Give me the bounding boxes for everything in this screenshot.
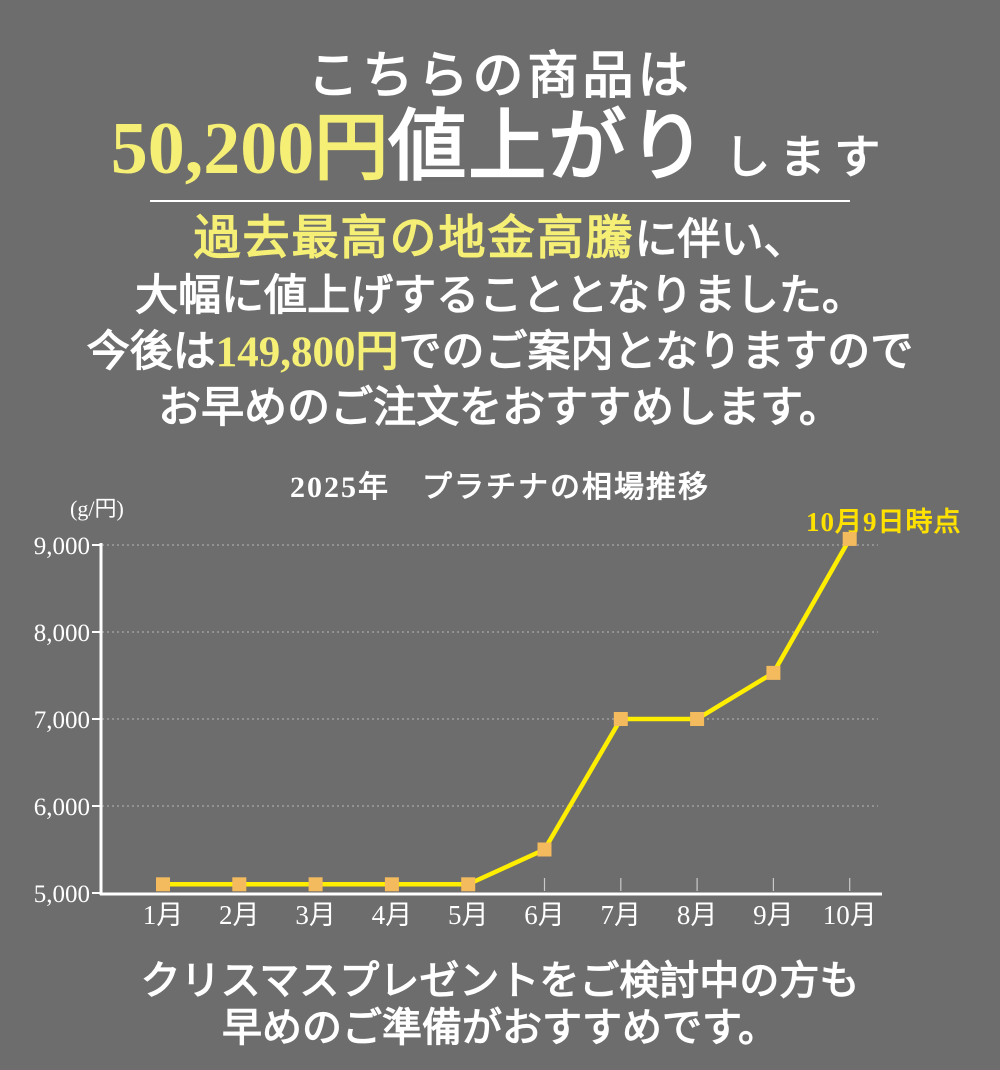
x-tick-label-7: 7月 — [601, 900, 642, 930]
highlight-metal-surge: 過去最高の地金高騰 — [193, 213, 635, 265]
x-tick-label-3: 3月 — [295, 900, 336, 930]
x-tick-label-4: 4月 — [372, 900, 413, 930]
x-tick-label-8: 8月 — [677, 900, 718, 930]
message-line-4: お早めのご注文をおすすめします。 — [158, 385, 842, 432]
x-tick-label-5: 5月 — [448, 900, 489, 930]
message-line-3: 今後は149,800円でのご案内となりますので — [0, 325, 1000, 381]
footer-block: クリスマスプレゼントをご検討中の方も 早めのご準備がおすすめです。 — [0, 957, 1000, 1051]
headline-line2-main: 値上がり — [388, 103, 709, 190]
chart-title: 2025年 プラチナの相場推移 — [290, 471, 710, 504]
data-point-marker-4月 — [384, 877, 399, 892]
data-point-marker-8月 — [690, 712, 705, 726]
data-point-marker-1月 — [156, 877, 170, 892]
y-axis-unit-label: (g/円) — [70, 496, 124, 521]
x-tick-label-2: 2月 — [219, 900, 260, 930]
x-tick-label-9: 9月 — [753, 900, 794, 930]
data-point-marker-7月 — [613, 712, 628, 726]
y-tick-label-6000: 6,000 — [34, 794, 90, 821]
data-point-marker-2月 — [232, 877, 247, 892]
footer-line-1: クリスマスプレゼントをご検討中の方も — [140, 958, 860, 1003]
message-line-2: 大幅に値上げすることとなりました。 — [135, 273, 865, 320]
data-point-marker-5月 — [461, 877, 476, 892]
message-line-1: 過去最高の地金高騰に伴い、 — [0, 211, 1000, 269]
x-tick-label-1: 1月 — [143, 900, 184, 930]
footer-line-2: 早めのご準備がおすすめです。 — [222, 1005, 778, 1050]
price-line — [163, 537, 852, 887]
price-increase-amount: 50,200円 — [110, 108, 389, 190]
headline-line2-suffix: します — [724, 132, 890, 183]
data-point-marker-6月 — [537, 842, 552, 857]
headline-line2: 50,200円 値上がり します — [0, 84, 1000, 196]
data-point-marker-9月 — [766, 665, 781, 680]
x-tick-label-10: 10月 — [823, 900, 877, 930]
y-tick-label-7000: 7,000 — [34, 707, 90, 734]
chart-annotation-date: 10月9日時点 — [806, 507, 962, 537]
y-tick-label-8000: 8,000 — [34, 620, 90, 647]
message-line-1-rest: に伴い、 — [634, 217, 807, 264]
data-point-marker-10月 — [842, 531, 857, 546]
x-tick-label-6: 6月 — [524, 900, 565, 930]
new-price-amount: 149,800円 — [215, 329, 399, 376]
price-chart: 5,000 6,000 7,000 8,000 9,000 1月 2月 3月 4月 5月 6月 7月 8… — [34, 531, 882, 930]
y-tick-label-5000: 5,000 — [34, 881, 90, 908]
message-block: 過去最高の地金高騰に伴い、 大幅に値上げすることとなりました。 今後は149,8… — [0, 211, 1000, 437]
y-tick-label-9000: 9,000 — [34, 533, 90, 560]
data-point-marker-3月 — [308, 877, 323, 892]
divider — [150, 200, 850, 202]
headline-line1: こちらの商品は — [307, 49, 693, 105]
message-line-3-suffix: でのご案内となりますので — [398, 329, 914, 376]
message-line-3-prefix: 今後は — [86, 329, 216, 376]
